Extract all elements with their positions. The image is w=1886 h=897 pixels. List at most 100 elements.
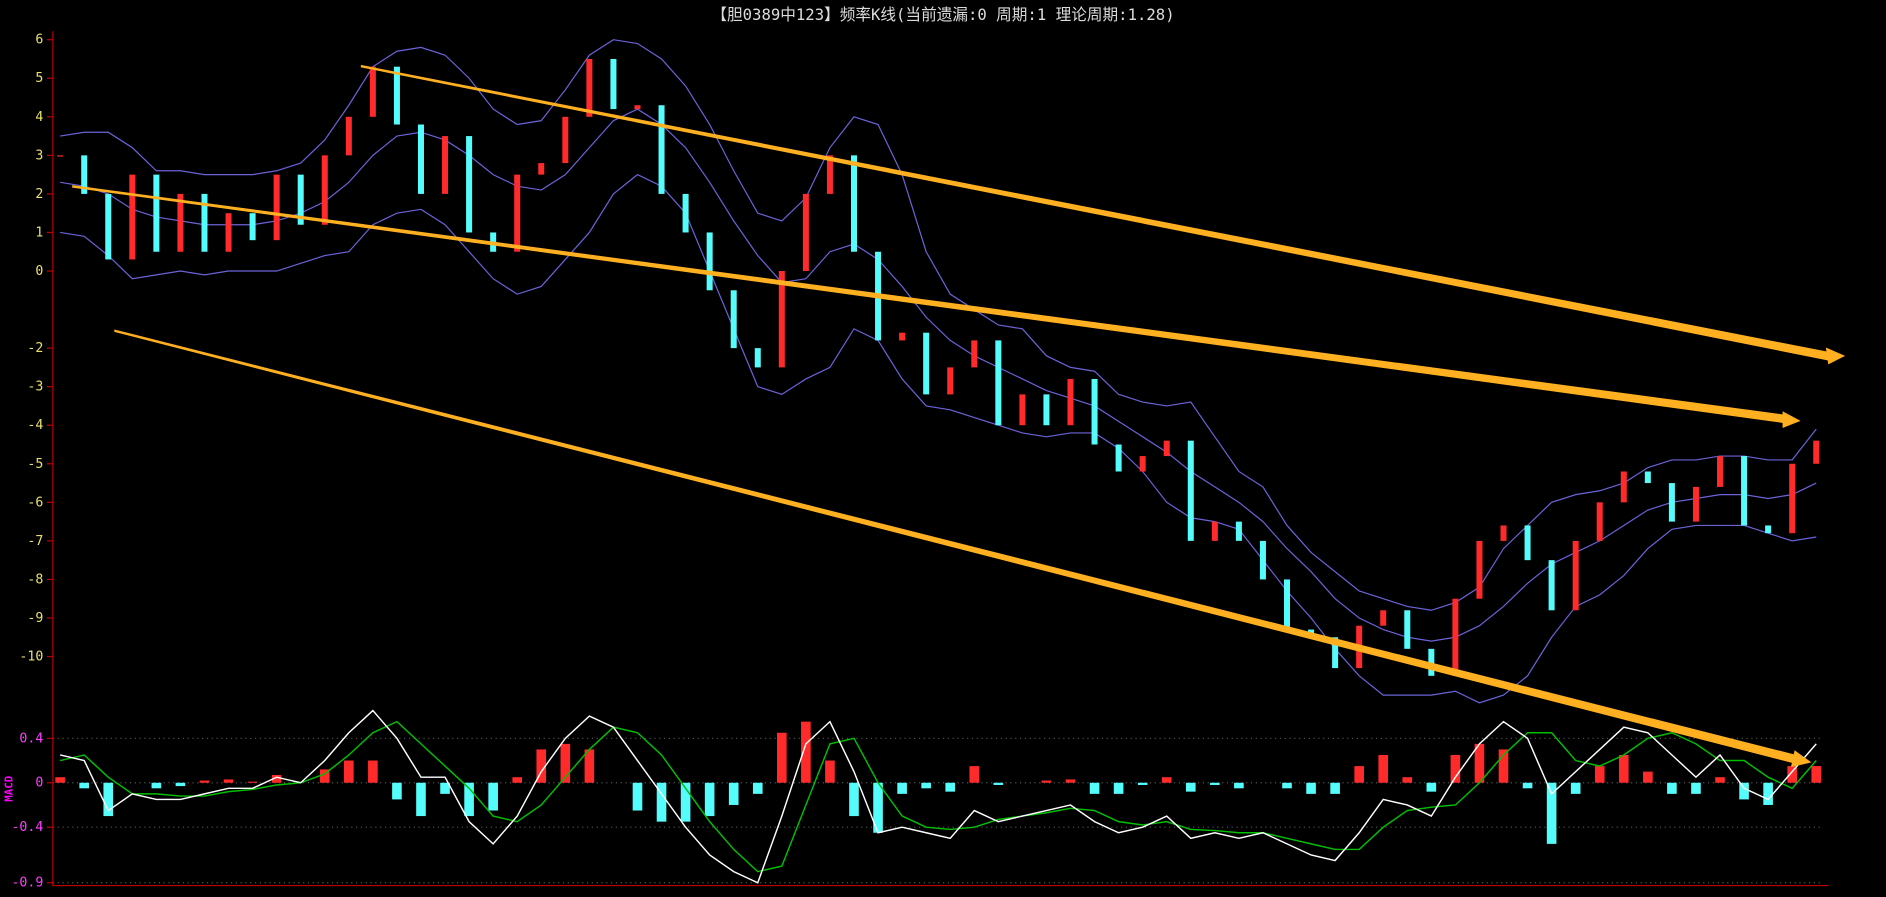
histogram-bar: [1643, 771, 1653, 783]
candle: [129, 174, 136, 260]
histogram-bar: [464, 782, 474, 817]
y-tick-label: 4: [35, 110, 43, 125]
candle: [442, 136, 449, 194]
histogram-bar: [1739, 782, 1749, 800]
arrow-head: [1790, 750, 1812, 768]
candle: [1211, 521, 1218, 541]
histogram-bar: [536, 749, 547, 783]
histogram-bar: [271, 774, 282, 783]
histogram-bar: [488, 782, 498, 811]
histogram-bar: [1426, 782, 1437, 792]
histogram-bar: [1498, 749, 1509, 783]
histogram-bar: [704, 782, 715, 817]
histogram-bar: [1546, 782, 1557, 844]
candle: [105, 193, 112, 260]
candle: [658, 105, 665, 194]
histogram-bar: [849, 782, 859, 817]
y-tick-label: -2: [27, 341, 43, 356]
histogram-bar: [1715, 777, 1725, 783]
histogram-bar: [656, 782, 667, 822]
histogram-bar: [103, 782, 114, 817]
candle: [417, 124, 424, 194]
candle: [1428, 648, 1435, 676]
histogram-bar: [416, 782, 426, 817]
trend-line: [360, 64, 1831, 361]
chart-title: 【胆0389中123】频率K线(当前遗漏:0 周期:1 理论周期:1.28): [711, 5, 1174, 24]
candle: [1067, 378, 1074, 426]
candle: [1259, 540, 1266, 580]
histogram-bar: [1113, 782, 1124, 794]
candle: [923, 332, 930, 395]
histogram-bar: [1378, 754, 1389, 783]
candle: [1187, 440, 1194, 541]
candle: [754, 348, 761, 368]
histogram-bar: [175, 782, 186, 787]
candle: [1380, 610, 1387, 626]
candle: [1741, 456, 1748, 526]
histogram-bar: [1306, 782, 1316, 794]
candle: [634, 105, 641, 110]
histogram-bar: [680, 782, 691, 822]
histogram-bar: [1618, 754, 1629, 783]
y-tick-label: -0.9: [11, 876, 43, 891]
histogram-bar: [969, 766, 980, 783]
candle: [345, 116, 352, 156]
candle: [610, 58, 617, 110]
histogram-bar: [1667, 782, 1677, 794]
histogram-bar: [1691, 782, 1701, 794]
histogram-bar: [1282, 782, 1292, 789]
histogram-bar: [1137, 782, 1148, 785]
candle: [1283, 579, 1291, 630]
histogram-bar: [632, 782, 643, 811]
candle: [1692, 486, 1699, 522]
y-tick-label: 0: [35, 264, 43, 279]
histogram-bar: [319, 769, 330, 783]
candle: [1572, 540, 1579, 611]
candle: [1620, 471, 1627, 503]
trend-line: [114, 329, 1797, 764]
histogram-bar: [993, 782, 1004, 785]
histogram-bar: [825, 760, 835, 783]
y-tick-label: 5: [35, 71, 43, 86]
candle: [1813, 440, 1820, 464]
histogram-bar: [247, 781, 258, 783]
candle: [971, 340, 978, 368]
candle: [802, 193, 809, 272]
histogram-bar: [1065, 779, 1076, 783]
candle: [81, 155, 88, 194]
histogram-bar: [1330, 782, 1340, 794]
histogram-bar: [79, 782, 90, 789]
y-tick-label: 6: [35, 33, 43, 48]
candle: [1548, 560, 1555, 611]
candle: [778, 271, 785, 368]
histogram-bar: [1089, 782, 1100, 794]
y-tick-label: 3: [35, 148, 43, 163]
candle: [850, 155, 857, 252]
histogram-bar: [1402, 777, 1413, 783]
trend-line: [72, 185, 1787, 424]
candle: [1332, 637, 1339, 669]
histogram-bar: [1185, 782, 1196, 792]
candle: [1139, 456, 1146, 472]
histogram-bar: [1450, 754, 1461, 783]
candle: [586, 58, 593, 117]
y-tick-label: -0.4: [11, 820, 43, 835]
band-line: [60, 108, 1817, 642]
y-tick-label: 0.4: [19, 731, 43, 746]
dea-line: [59, 720, 1817, 873]
histogram-bar: [344, 760, 354, 783]
candle: [562, 116, 569, 164]
candle: [1596, 502, 1603, 541]
histogram-bar: [777, 732, 787, 783]
histogram-bar: [1354, 766, 1364, 783]
y-tick-label: -3: [27, 380, 43, 395]
arrow-head: [1825, 347, 1846, 365]
candle: [1524, 525, 1531, 561]
y-tick-label: 0: [35, 776, 43, 791]
candle: [201, 193, 208, 252]
candle: [899, 332, 906, 341]
arrow-head: [1782, 411, 1801, 429]
histogram-bar: [1594, 766, 1605, 783]
candle: [1404, 610, 1411, 649]
